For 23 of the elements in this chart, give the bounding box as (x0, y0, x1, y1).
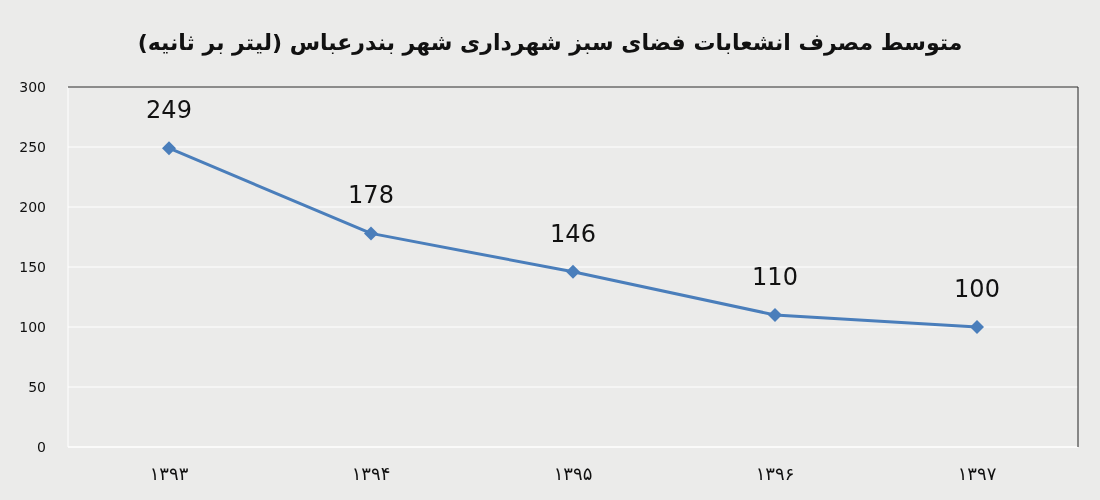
y-tick-label: 100 (19, 319, 46, 335)
x-tick-label: ۱۳۹۵ (553, 463, 593, 484)
point (566, 264, 580, 279)
x-tick-label: ۱۳۹۴ (351, 463, 391, 484)
x-tick-label: ۱۳۹۶ (755, 463, 795, 484)
data-label: 110 (752, 263, 798, 291)
x-tick-label: ۱۳۹۳ (149, 463, 189, 484)
chart-title: متوسط مصرف انشعابات فضای سبز شهرداری شهر بندرعباس (لیتر بر ثانیه) (137, 30, 963, 56)
point (162, 141, 176, 156)
x-tick-label: ۱۳۹۷ (957, 463, 997, 484)
y-tick-label: 250 (19, 139, 46, 155)
data-label: 249 (146, 96, 192, 125)
point (364, 226, 378, 241)
y-tick-label: 150 (19, 259, 46, 275)
point (970, 320, 984, 334)
data-label: 146 (550, 219, 596, 248)
y-tick-label: 300 (19, 79, 46, 95)
y-tick-label: 200 (19, 199, 46, 215)
data-label: 100 (954, 275, 1000, 303)
y-tick-label: 0 (37, 439, 46, 455)
point (768, 308, 782, 322)
data-label: 178 (348, 181, 394, 210)
y-tick-label: 50 (28, 379, 46, 395)
